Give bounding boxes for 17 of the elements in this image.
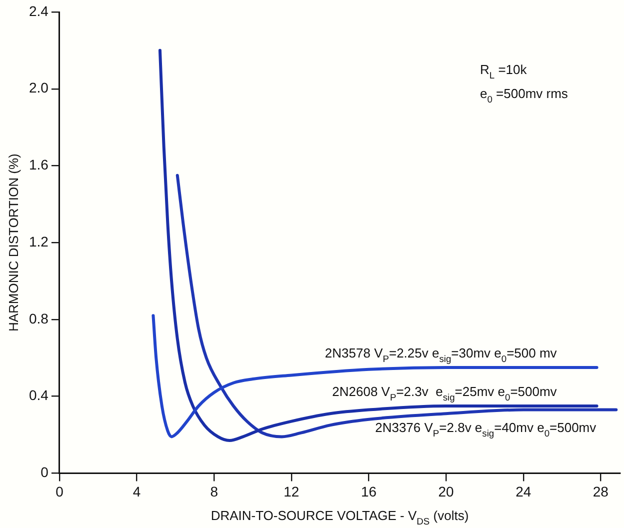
y-tick-label: 0 xyxy=(40,464,49,480)
y-tick-label: 0.4 xyxy=(28,387,49,404)
y-tick-label: 1.2 xyxy=(28,233,49,250)
x-tick-label: 28 xyxy=(592,483,609,500)
x-tick-label: 0 xyxy=(56,483,64,500)
line-series xyxy=(152,314,598,438)
y-tick-label: 1.6 xyxy=(28,156,49,173)
x-tick-label: 4 xyxy=(132,483,141,500)
x-tick-label: 12 xyxy=(284,483,300,500)
x-tick-label: 24 xyxy=(516,483,532,500)
y-tick-label: 2.0 xyxy=(28,80,49,96)
y-tick-label: 2.4 xyxy=(28,2,49,19)
y-tick-label: 0.8 xyxy=(28,310,49,326)
x-tick-label: 8 xyxy=(210,483,218,500)
x-tick-label: 20 xyxy=(438,483,454,500)
y-axis-title: HARMONIC DISTORTION (%) xyxy=(6,154,21,332)
x-tick-label: 16 xyxy=(360,483,377,500)
